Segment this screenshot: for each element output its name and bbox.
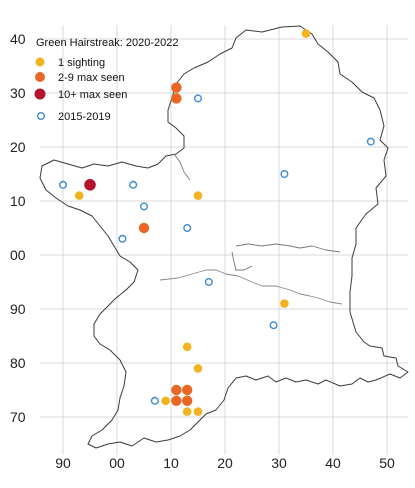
- record-dot-one: [301, 29, 311, 38]
- legend-label: 2015-2019: [58, 111, 111, 123]
- district-line-2: [231, 251, 253, 271]
- district-line-3: [173, 153, 191, 181]
- county-boundary: [39, 25, 409, 449]
- legend-swatch-old: [37, 111, 46, 120]
- record-dot-few: [171, 395, 182, 406]
- record-dot-few: [171, 384, 182, 396]
- legend-swatch-many: [34, 88, 46, 100]
- x-tick-label: 20: [217, 455, 233, 471]
- legend-swatch-one: [35, 57, 45, 67]
- record-dot-old: [59, 180, 68, 189]
- x-tick-label: 50: [379, 455, 395, 471]
- county-outline: [39, 25, 409, 449]
- y-tick-label: 30: [10, 85, 26, 101]
- record-dot-one: [280, 299, 289, 308]
- record-dot-old: [150, 396, 159, 405]
- record-dot-old: [118, 234, 127, 243]
- record-dot-few: [182, 395, 193, 406]
- x-tick-label: 40: [325, 455, 341, 471]
- legend-title: Green Hairstreak: 2020-2022: [36, 37, 178, 49]
- y-tick-label: 00: [10, 247, 26, 263]
- x-tick-label: 10: [163, 455, 179, 471]
- y-tick-label: 90: [10, 301, 26, 317]
- record-dot-few: [171, 93, 182, 104]
- x-tick-label: 00: [109, 455, 125, 471]
- legend-label: 2-9 max seen: [58, 72, 125, 84]
- record-dot-few: [171, 82, 182, 93]
- district-line: [235, 243, 341, 253]
- x-tick-label: 30: [271, 455, 287, 471]
- record-dot-one: [193, 364, 203, 373]
- legend-label: 10+ max seen: [58, 89, 127, 101]
- y-tick-label: 40: [10, 31, 26, 47]
- y-axis: 40 30 20 10 00 90 80 70: [10, 31, 26, 425]
- record-dot-old: [269, 321, 278, 330]
- record-dot-one: [74, 191, 84, 200]
- record-dot-old: [139, 202, 148, 211]
- record-dot-old: [183, 223, 192, 232]
- y-tick-label: 70: [10, 409, 26, 425]
- record-dot-old: [280, 169, 289, 178]
- record-dot-one: [193, 191, 203, 200]
- record-dot-many: [84, 179, 96, 191]
- y-tick-label: 20: [10, 139, 26, 155]
- x-axis: 90 00 10 20 30 40 50: [55, 455, 395, 471]
- legend: Green Hairstreak: 2020-2022 1 sighting 2…: [34, 37, 178, 123]
- record-markers: [59, 29, 375, 416]
- grid: [40, 25, 408, 455]
- legend-swatch-few: [35, 72, 45, 82]
- record-dot-old: [204, 278, 213, 287]
- record-dot-old: [366, 137, 375, 146]
- x-tick-label: 90: [55, 455, 71, 471]
- record-dot-one: [161, 396, 170, 406]
- record-dot-old: [193, 94, 202, 103]
- record-dot-few: [138, 222, 150, 234]
- legend-label: 1 sighting: [58, 57, 105, 69]
- record-dot-one: [193, 407, 203, 416]
- y-tick-label: 80: [10, 355, 26, 371]
- y-tick-label: 10: [10, 193, 26, 209]
- river-line: [159, 269, 343, 305]
- record-dot-old: [129, 180, 138, 189]
- record-dot-one: [182, 407, 192, 416]
- record-dot-few: [182, 384, 193, 396]
- record-dot-one: [182, 342, 192, 352]
